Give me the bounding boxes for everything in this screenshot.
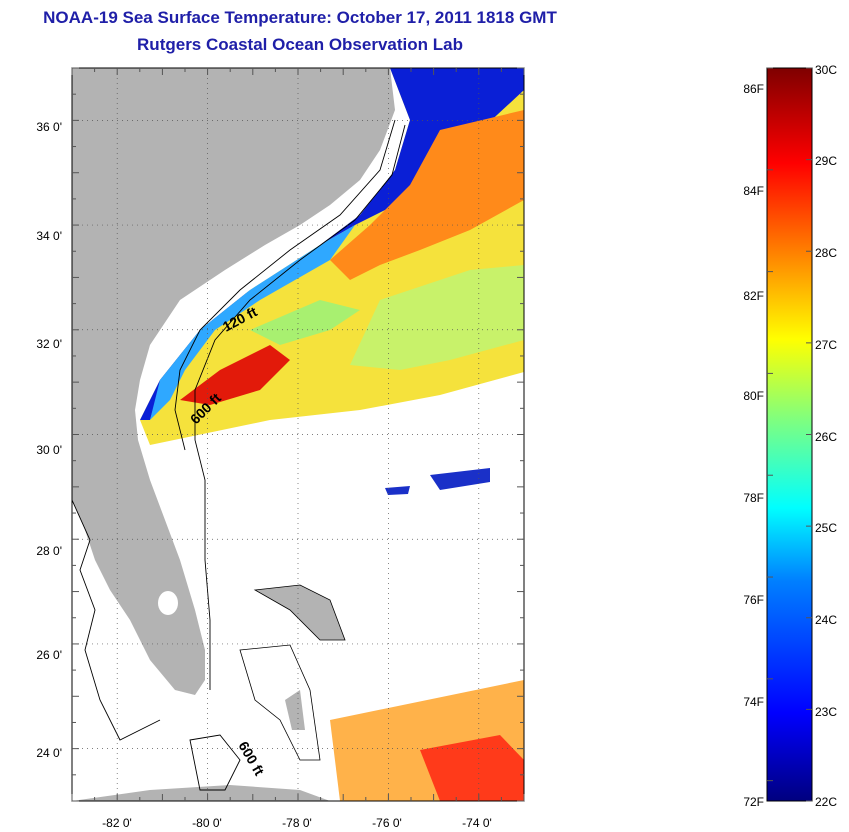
map-subtitle: Rutgers Coastal Ocean Observation Lab <box>137 35 463 54</box>
colorbar-f-label: 82F <box>743 289 764 303</box>
colorbar <box>766 67 813 802</box>
lat-label: 34 0' <box>36 229 62 243</box>
colorbar-c-label: 28C <box>815 246 837 260</box>
lat-label: 30 0' <box>36 443 62 457</box>
colorbar-c-label: 24C <box>815 613 837 627</box>
colorbar-c-label: 25C <box>815 521 837 535</box>
map-area: 120 ft 600 ft 600 ft <box>72 68 524 801</box>
colorbar-f-label: 74F <box>743 695 764 709</box>
colorbar-f-label: 86F <box>743 82 764 96</box>
lat-label: 28 0' <box>36 544 62 558</box>
cuba-land <box>72 785 330 801</box>
lon-label: -74 0' <box>462 816 492 830</box>
map-grid <box>72 68 524 801</box>
colorbar-c-label: 23C <box>815 705 837 719</box>
lon-label: -80 0' <box>192 816 222 830</box>
colorbar-c-label: 29C <box>815 154 837 168</box>
colorbar-f-label: 76F <box>743 593 764 607</box>
colorbar-f-label: 84F <box>743 184 764 198</box>
lat-label: 26 0' <box>36 648 62 662</box>
lat-label: 32 0' <box>36 337 62 351</box>
colorbar-f-labels: 86F 84F 82F 80F 78F 76F 74F 72F <box>743 82 764 809</box>
colorbar-f-label: 80F <box>743 389 764 403</box>
lat-axis: 36 0' 34 0' 32 0' 30 0' 28 0' 26 0' 24 0… <box>36 120 62 760</box>
lon-label: -78 0' <box>282 816 312 830</box>
lat-label: 36 0' <box>36 120 62 134</box>
map-ticks <box>71 67 525 802</box>
colorbar-c-labels: 30C 29C 28C 27C 26C 25C 24C 23C 22C <box>815 63 837 809</box>
lon-axis: -82 0' -80 0' -78 0' -76 0' -74 0' <box>102 816 492 830</box>
colorbar-ticks <box>767 67 812 802</box>
colorbar-c-label: 30C <box>815 63 837 77</box>
lon-label: -76 0' <box>372 816 402 830</box>
map-title: NOAA-19 Sea Surface Temperature: October… <box>43 8 557 27</box>
lat-label: 24 0' <box>36 746 62 760</box>
colorbar-c-label: 27C <box>815 338 837 352</box>
colorbar-c-label: 22C <box>815 795 837 809</box>
colorbar-f-label: 72F <box>743 795 764 809</box>
bahamas-land <box>253 584 346 641</box>
lon-label: -82 0' <box>102 816 132 830</box>
colorbar-c-label: 26C <box>815 430 837 444</box>
colorbar-f-label: 78F <box>743 491 764 505</box>
